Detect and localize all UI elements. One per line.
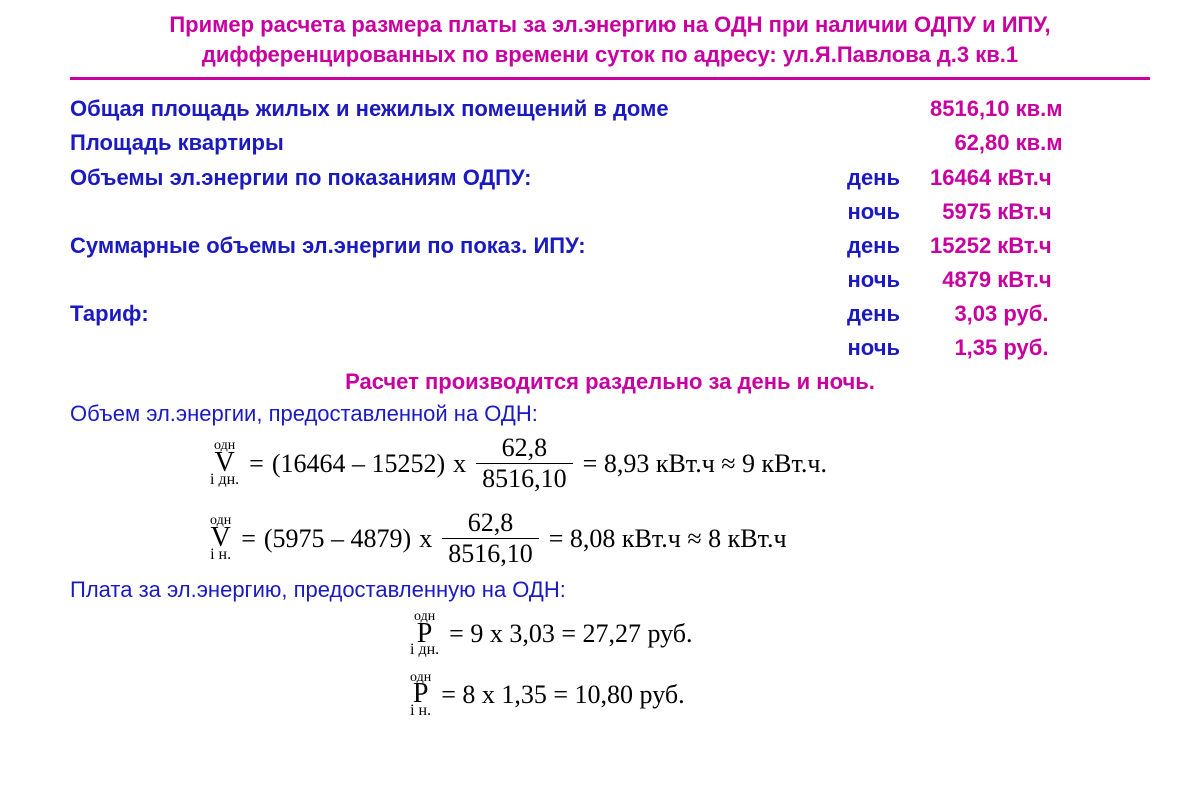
data-row: Объемы эл.энергии по показаниям ОДПУ:ден…	[70, 161, 1150, 195]
mult-icon: х	[453, 451, 466, 477]
fraction: 62,8 8516,10	[476, 435, 573, 492]
var-main: V	[214, 453, 234, 473]
var-sub: i н.	[410, 704, 431, 718]
row-value: 5975 кВт.ч	[930, 195, 1150, 229]
title-line1: Пример расчета размера платы за эл.энерг…	[169, 12, 1050, 37]
fraction-den: 8516,10	[476, 463, 573, 492]
data-block: Общая площадь жилых и нежилых помещений …	[70, 92, 1150, 365]
fraction-num: 62,8	[462, 510, 520, 538]
formula-pay-night: одн P i н. = 8 х 1,35 = 10,80 руб.	[410, 672, 1150, 719]
var-sub: i дн.	[410, 643, 439, 657]
diff-group: (5975 – 4879)	[264, 526, 411, 552]
row-value: 8516,10 кв.м	[930, 92, 1150, 126]
section-payment: Плата за эл.энергию, предоставленную на …	[70, 577, 1150, 603]
title-underline	[70, 77, 1150, 80]
mult-icon: х	[419, 526, 432, 552]
result: = 8,08 кВт.ч ≈ 8 кВт.ч	[549, 526, 787, 552]
row-mid: день	[586, 229, 930, 263]
row-mid: ночь	[70, 331, 930, 365]
subheading: Расчет производится раздельно за день и …	[70, 369, 1150, 395]
fraction-den: 8516,10	[442, 538, 539, 567]
var-main: P	[413, 684, 429, 704]
row-mid	[284, 126, 930, 160]
formula-volume-day: одн V i дн. = (16464 – 15252) х 62,8 851…	[210, 435, 1150, 492]
formula-pay-day: одн P i дн. = 9 х 3,03 = 27,27 руб.	[410, 611, 1150, 658]
var-v-day: одн V i дн.	[210, 440, 239, 487]
equals-icon: =	[241, 526, 256, 552]
var-v-night: одн V i н.	[210, 515, 231, 562]
fraction-num: 62,8	[496, 435, 554, 463]
row-mid: ночь	[70, 195, 930, 229]
var-p-night: одн P i н.	[410, 672, 431, 719]
data-row: ночь 4879 кВт.ч	[70, 263, 1150, 297]
row-value: 4879 кВт.ч	[930, 263, 1150, 297]
data-row: ночь 5975 кВт.ч	[70, 195, 1150, 229]
row-label: Объемы эл.энергии по показаниям ОДПУ:	[70, 161, 531, 195]
row-label: Площадь квартиры	[70, 126, 284, 160]
var-p-day: одн P i дн.	[410, 611, 439, 658]
row-label: Суммарные объемы эл.энергии по показ. ИП…	[70, 229, 586, 263]
row-value: 3,03 руб.	[930, 297, 1150, 331]
data-row: ночь 1,35 руб.	[70, 331, 1150, 365]
row-mid	[669, 92, 930, 126]
slide-title: Пример расчета размера платы за эл.энерг…	[70, 10, 1150, 69]
diff-group: (16464 – 15252)	[272, 451, 445, 477]
row-mid: день	[149, 297, 930, 331]
row-value: 1,35 руб.	[930, 331, 1150, 365]
var-sub: i н.	[210, 548, 231, 562]
var-sub: i дн.	[210, 473, 239, 487]
row-value: 15252 кВт.ч	[930, 229, 1150, 263]
title-line2: дифференцированных по времени суток по а…	[202, 42, 1018, 67]
equals-icon: =	[249, 451, 264, 477]
fraction: 62,8 8516,10	[442, 510, 539, 567]
row-label: Тариф:	[70, 297, 149, 331]
section-volume: Объем эл.энергии, предоставленной на ОДН…	[70, 401, 1150, 427]
data-row: Общая площадь жилых и нежилых помещений …	[70, 92, 1150, 126]
row-mid: ночь	[70, 263, 930, 297]
row-label: Общая площадь жилых и нежилых помещений …	[70, 92, 669, 126]
var-main: V	[210, 528, 230, 548]
data-row: Тариф:день 3,03 руб.	[70, 297, 1150, 331]
expr: = 8 х 1,35 = 10,80 руб.	[441, 682, 684, 708]
data-row: Суммарные объемы эл.энергии по показ. ИП…	[70, 229, 1150, 263]
row-value: 62,80 кв.м	[930, 126, 1150, 160]
row-value: 16464 кВт.ч	[930, 161, 1150, 195]
row-mid: день	[531, 161, 930, 195]
slide-container: Пример расчета размера платы за эл.энерг…	[0, 0, 1200, 792]
data-row: Площадь квартиры 62,80 кв.м	[70, 126, 1150, 160]
formula-volume-night: одн V i н. = (5975 – 4879) х 62,8 8516,1…	[210, 510, 1150, 567]
expr: = 9 х 3,03 = 27,27 руб.	[449, 621, 692, 647]
result: = 8,93 кВт.ч ≈ 9 кВт.ч.	[583, 451, 827, 477]
